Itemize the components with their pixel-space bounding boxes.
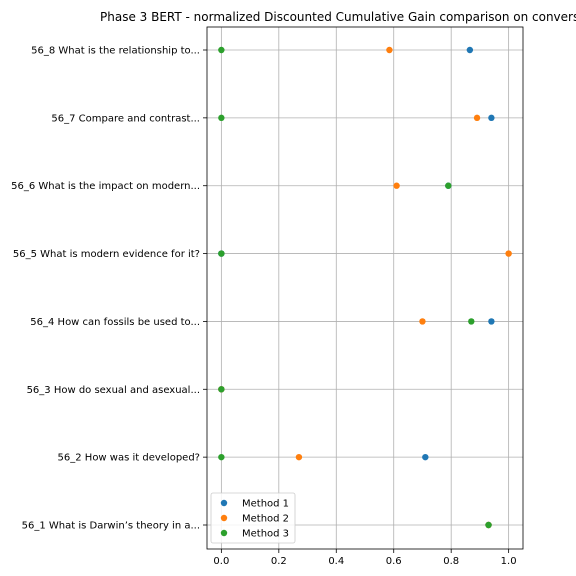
data-point xyxy=(295,453,303,461)
legend-label: Method 2 xyxy=(242,514,289,525)
y-tick-label: 56_3 How do sexual and asexual... xyxy=(27,385,200,396)
plot-frame xyxy=(206,26,524,550)
y-tick-label: 56_4 How can fossils be used to... xyxy=(30,317,200,328)
legend-marker xyxy=(220,514,228,522)
data-point xyxy=(386,46,393,54)
data-point xyxy=(488,114,495,122)
legend-marker xyxy=(220,499,228,507)
y-tick-label: 56_6 What is the impact on modern... xyxy=(11,181,200,192)
data-point xyxy=(218,386,225,393)
data-point xyxy=(393,182,400,189)
x-tick-label: 1.0 xyxy=(501,556,517,567)
y-tick-label: 56_2 How was it developed? xyxy=(58,453,200,464)
legend-marker xyxy=(220,529,228,537)
x-tick-label: 0.2 xyxy=(271,556,287,567)
data-point xyxy=(218,46,225,54)
data-point xyxy=(218,114,225,122)
y-tick-label: 56_8 What is the relationship to... xyxy=(31,46,200,57)
axes xyxy=(203,26,524,553)
legend-box xyxy=(210,492,296,544)
y-tick-label: 56_7 Compare and contrast... xyxy=(51,113,200,124)
data-points xyxy=(218,46,512,529)
x-tick-label: 0.6 xyxy=(386,556,402,567)
y-tick-label: 56_5 What is modern evidence for it? xyxy=(13,249,200,260)
data-point xyxy=(445,182,452,189)
x-tick-label: 0.4 xyxy=(328,556,344,567)
data-point xyxy=(505,250,512,257)
data-point xyxy=(488,318,495,325)
x-tick-label: 0.8 xyxy=(443,556,459,567)
chart-title: Phase 3 BERT - normalized Discounted Cum… xyxy=(100,10,576,24)
y-tick-label: 56_1 What is Darwin’s theory in a... xyxy=(22,521,200,532)
data-point xyxy=(473,114,481,122)
x-tick-label: 0.0 xyxy=(213,556,229,567)
data-point xyxy=(419,318,426,325)
data-point xyxy=(468,318,475,325)
legend-label: Method 1 xyxy=(242,499,289,510)
legend-label: Method 3 xyxy=(242,529,289,540)
data-point xyxy=(422,453,429,461)
legend: Method 1 Method 2 Method 3 xyxy=(210,492,296,544)
data-point xyxy=(218,250,225,257)
data-point xyxy=(466,46,474,54)
plot-background xyxy=(207,27,523,549)
tick-labels: 0.0 0.2 0.4 0.6 0.8 1.0 56_1 What is Darwin’s … xyxy=(11,46,516,568)
data-point xyxy=(485,521,492,529)
data-point xyxy=(218,453,225,461)
